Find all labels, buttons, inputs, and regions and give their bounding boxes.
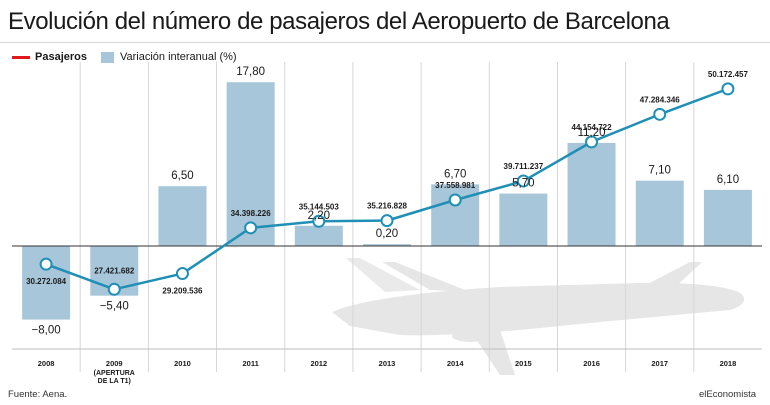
bar-2015 bbox=[499, 193, 548, 246]
passengers-point-2013 bbox=[380, 214, 394, 228]
bar-value-label: 0,20 bbox=[376, 228, 398, 240]
x-tick-label: 2010 bbox=[174, 359, 191, 368]
bar-value-label: 2,20 bbox=[308, 210, 330, 222]
passengers-point-2011 bbox=[244, 221, 258, 235]
bar-value-label: 17,80 bbox=[236, 66, 265, 78]
passengers-point-2017 bbox=[653, 107, 667, 121]
bar-2016 bbox=[567, 142, 616, 246]
legend-line-swatch bbox=[12, 55, 30, 59]
x-tick-label: 2008 bbox=[38, 359, 55, 368]
legend: Pasajeros Variación interanual (%) bbox=[12, 49, 237, 65]
bar-value-label: 7,10 bbox=[649, 165, 671, 177]
airplane-watermark-icon bbox=[332, 258, 745, 375]
passengers-value-label: 35.216.828 bbox=[367, 202, 408, 211]
x-tick-sublabel: DE LA T1) bbox=[98, 378, 131, 385]
brand-logo: elEconomista bbox=[698, 389, 756, 400]
passengers-value-label: 35.144.503 bbox=[299, 202, 340, 211]
bar-2017 bbox=[635, 180, 684, 246]
chart-title: Evolución del número de pasajeros del Ae… bbox=[8, 8, 670, 35]
legend-bar-swatch bbox=[100, 51, 114, 63]
bar-2010 bbox=[158, 186, 207, 246]
passengers-point-2012 bbox=[312, 214, 326, 228]
passengers-point-2008 bbox=[39, 257, 53, 271]
x-tick-label: 2013 bbox=[379, 359, 396, 368]
passengers-value-label: 47.284.346 bbox=[640, 95, 681, 104]
bar-2011 bbox=[226, 82, 275, 247]
bar-value-label: 6,50 bbox=[171, 170, 193, 182]
x-tick-label: 2014 bbox=[447, 359, 465, 368]
passengers-value-label: 37.558.981 bbox=[435, 181, 476, 190]
passengers-value-label: 27.421.682 bbox=[94, 266, 135, 275]
x-tick-label: 2011 bbox=[242, 359, 258, 368]
bar-2012 bbox=[294, 225, 343, 246]
x-tick-label: 2012 bbox=[310, 359, 327, 368]
passengers-point-2010 bbox=[175, 267, 189, 281]
x-tick-sublabel: (APERTURA bbox=[94, 370, 135, 377]
bar-value-label: 6,70 bbox=[444, 168, 466, 180]
legend-bar-label: Variación interanual (%) bbox=[119, 51, 237, 63]
bar-2013 bbox=[363, 244, 411, 246]
passengers-value-label: 30.272.084 bbox=[26, 277, 67, 286]
passengers-value-label: 50.172.457 bbox=[708, 70, 749, 79]
passengers-value-label: 34.398.226 bbox=[231, 209, 272, 218]
passengers-point-2009 bbox=[107, 282, 121, 296]
x-tick-label: 2018 bbox=[720, 359, 737, 368]
bar-2018 bbox=[703, 189, 752, 246]
x-tick-label: 2009 bbox=[106, 359, 123, 368]
x-tick-label: 2016 bbox=[583, 359, 600, 368]
passengers-point-2018 bbox=[721, 82, 735, 96]
x-tick-label: 2015 bbox=[515, 359, 532, 368]
source-note: Fuente: Aena. bbox=[8, 389, 68, 400]
passengers-value-label: 39.711.237 bbox=[504, 162, 544, 171]
bar-value-label: −8,00 bbox=[32, 325, 61, 337]
bar-value-label: 11,20 bbox=[578, 127, 606, 139]
passengers-point-2016 bbox=[585, 135, 599, 149]
passengers-point-2014 bbox=[448, 193, 462, 207]
passengers-value-label: 29.209.536 bbox=[162, 287, 203, 296]
legend-line-label: Pasajeros bbox=[35, 51, 87, 63]
header-rule bbox=[0, 42, 770, 43]
bar-value-label: 6,10 bbox=[717, 174, 739, 186]
passengers-value-label: 44.154.722 bbox=[572, 123, 613, 132]
bar-value-label: −5,40 bbox=[100, 301, 129, 313]
passengers-point-2015 bbox=[516, 174, 530, 188]
x-tick-label: 2017 bbox=[651, 359, 668, 368]
bar-value-label: 5,70 bbox=[512, 178, 534, 190]
